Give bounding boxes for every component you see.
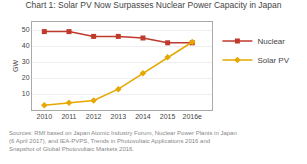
svg-text:Sources: RMI based on Japan At: Sources: RMI based on Japan Atomic Indus… bbox=[9, 130, 237, 152]
svg-text:50: 50 bbox=[22, 26, 30, 33]
svg-text:2011: 2011 bbox=[61, 113, 76, 120]
svg-text:2013: 2013 bbox=[111, 113, 127, 120]
svg-text:Chart 1: Solar PV Now Surpasse: Chart 1: Solar PV Now Surpasses Nuclear … bbox=[25, 0, 281, 10]
svg-text:20: 20 bbox=[22, 74, 30, 81]
svg-text:2010: 2010 bbox=[37, 113, 53, 120]
svg-text:2016e: 2016e bbox=[183, 113, 203, 120]
svg-text:40: 40 bbox=[22, 42, 30, 49]
svg-text:10: 10 bbox=[22, 90, 30, 97]
svg-text:Solar PV: Solar PV bbox=[257, 56, 289, 65]
svg-text:Nuclear: Nuclear bbox=[257, 37, 285, 46]
svg-text:2015: 2015 bbox=[160, 113, 176, 120]
svg-text:2014: 2014 bbox=[135, 113, 151, 120]
svg-text:30: 30 bbox=[22, 58, 30, 65]
svg-text:GW: GW bbox=[12, 60, 19, 72]
svg-text:2012: 2012 bbox=[86, 113, 102, 120]
